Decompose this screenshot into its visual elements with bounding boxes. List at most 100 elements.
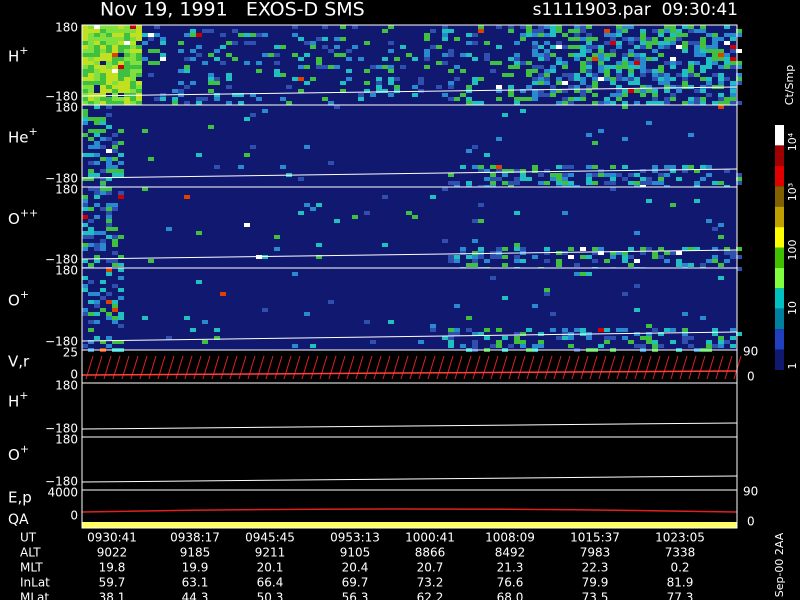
spectrogram-cell bbox=[550, 312, 556, 316]
spectrogram-cell bbox=[118, 235, 124, 239]
spectrogram-cell bbox=[112, 61, 118, 65]
spectrogram-cell bbox=[196, 280, 202, 284]
spectrogram-cell bbox=[706, 49, 712, 53]
spectrogram-cell bbox=[586, 181, 592, 185]
spectrogram-cell bbox=[562, 177, 568, 181]
spectrogram-cell bbox=[136, 45, 142, 49]
spectrogram-cell bbox=[298, 57, 304, 61]
colorbar-label: 1 bbox=[786, 363, 799, 370]
table-row-label: InLat bbox=[20, 576, 50, 590]
spectrogram-cell bbox=[712, 247, 718, 251]
spectrogram-cell bbox=[274, 69, 280, 73]
spectrogram-cell bbox=[106, 45, 112, 49]
spectrogram-cell bbox=[568, 344, 574, 348]
spectrogram-cell bbox=[94, 195, 100, 199]
spectrogram-cell bbox=[646, 121, 652, 125]
spectrogram-cell bbox=[100, 169, 106, 173]
spectrogram-cell bbox=[148, 157, 154, 161]
spectrogram-cell bbox=[628, 65, 634, 69]
spectrogram-cell bbox=[82, 37, 88, 41]
spectrogram-cell bbox=[718, 77, 724, 81]
spectrogram-cell bbox=[82, 199, 88, 203]
spectrogram-cell bbox=[622, 292, 628, 296]
spectrogram-cell bbox=[736, 177, 742, 181]
spectrogram-cell bbox=[718, 344, 724, 348]
spectrogram-cell bbox=[94, 53, 100, 57]
spectrogram-cell bbox=[112, 149, 118, 153]
spectrogram-cell bbox=[382, 195, 388, 199]
spectrogram-cell bbox=[106, 29, 112, 33]
spectrogram-cell bbox=[88, 77, 94, 81]
spectrogram-cell bbox=[142, 41, 148, 45]
spectrogram-cell bbox=[262, 308, 268, 312]
spectrogram-cell bbox=[88, 37, 94, 41]
spectrogram-cell bbox=[502, 255, 508, 259]
spectrogram-cell bbox=[526, 177, 532, 181]
spectrogram-cell bbox=[112, 49, 118, 53]
spectrogram-cell bbox=[328, 65, 334, 69]
spectrogram-cell bbox=[592, 81, 598, 85]
spectrogram-cell bbox=[658, 77, 664, 81]
spectrogram-cell bbox=[484, 177, 490, 181]
spectrogram-cell bbox=[208, 89, 214, 93]
spectrogram-cell bbox=[136, 57, 142, 61]
spectrogram-cell bbox=[160, 53, 166, 57]
spectrogram-cell bbox=[298, 211, 304, 215]
spectrogram-cell bbox=[292, 33, 298, 37]
spectrogram-cell bbox=[610, 165, 616, 169]
spectrogram-cell bbox=[616, 251, 622, 255]
spectrogram-cell bbox=[172, 89, 178, 93]
spectrogram-cell bbox=[130, 85, 136, 89]
spectrogram-cell bbox=[616, 173, 622, 177]
spectrogram-cell bbox=[544, 181, 550, 185]
spectrogram-cell bbox=[622, 89, 628, 93]
spectrogram-cell bbox=[484, 153, 490, 157]
spectrogram-cell bbox=[520, 109, 526, 113]
spectrogram-cell bbox=[562, 181, 568, 185]
spectrogram-cell bbox=[418, 81, 424, 85]
table-cell: 7338 bbox=[665, 546, 696, 560]
spectrogram-cell bbox=[94, 300, 100, 304]
spectrogram-cell bbox=[700, 53, 706, 57]
spectrogram-cell bbox=[550, 89, 556, 93]
table-cell: 1023:05 bbox=[655, 531, 705, 545]
spectrogram-cell bbox=[574, 29, 580, 33]
spectrogram-cell bbox=[712, 61, 718, 65]
spectrogram-cell bbox=[730, 101, 736, 105]
spectrogram-cell bbox=[106, 81, 112, 85]
spectrogram-cell bbox=[652, 101, 658, 105]
spectrogram-cell bbox=[130, 57, 136, 61]
spectrogram-cell bbox=[136, 69, 142, 73]
spectrogram-cell bbox=[514, 255, 520, 259]
spectrogram-cell bbox=[532, 97, 538, 101]
spectrogram-cell bbox=[646, 199, 652, 203]
spectrogram-cell bbox=[322, 97, 328, 101]
spectrogram-cell bbox=[478, 169, 484, 173]
spectrogram-cell bbox=[550, 85, 556, 89]
spectrogram-cell bbox=[208, 29, 214, 33]
colorbar-segment bbox=[775, 288, 784, 309]
spectrogram-cell bbox=[94, 336, 100, 340]
spectrogram-cell bbox=[94, 129, 100, 133]
spectrogram-cell bbox=[676, 45, 682, 49]
axis-bottom-label: −180 bbox=[45, 475, 78, 489]
spectrogram-cell bbox=[598, 328, 604, 332]
spectrogram-cell bbox=[112, 243, 118, 247]
spectrogram-cell bbox=[532, 65, 538, 69]
spectrogram-cell bbox=[310, 41, 316, 45]
spectrogram-cell bbox=[592, 45, 598, 49]
spectrogram-cell bbox=[496, 61, 502, 65]
spectrogram-cell bbox=[688, 73, 694, 77]
spectrogram-cell bbox=[556, 173, 562, 177]
spectrogram-cell bbox=[502, 73, 508, 77]
spectrogram-cell bbox=[292, 272, 298, 276]
spectrogram-cell bbox=[622, 101, 628, 105]
spectrogram-cell bbox=[718, 276, 724, 280]
spectrogram-cell bbox=[112, 320, 118, 324]
spectrogram-cell bbox=[604, 181, 610, 185]
spectrogram-cell bbox=[94, 33, 100, 37]
spectrogram-cell bbox=[568, 165, 574, 169]
spectrogram-cell bbox=[454, 304, 460, 308]
spectrogram-cell bbox=[640, 251, 646, 255]
spectrogram-cell bbox=[574, 73, 580, 77]
